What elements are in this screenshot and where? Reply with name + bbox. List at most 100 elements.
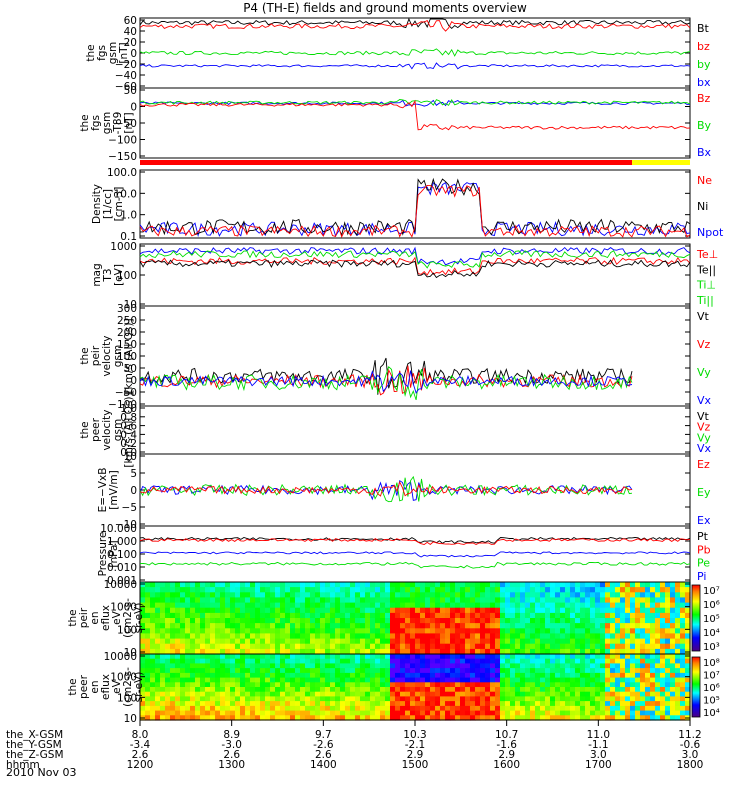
spectrogram-cell — [550, 691, 556, 697]
x-tick-label: 1500 — [402, 759, 429, 771]
spectrogram-cell — [170, 628, 176, 634]
spectrogram-cell — [565, 705, 571, 712]
spectrogram-cell — [630, 663, 636, 669]
spectrogram-cell — [410, 701, 416, 707]
spectrogram-cell — [340, 607, 346, 614]
spectrogram-cell — [675, 643, 681, 650]
spectrogram-cell — [640, 597, 646, 604]
spectrogram-cell — [545, 582, 551, 588]
spectrogram-cell — [615, 696, 621, 702]
spectrogram-cell — [555, 668, 561, 674]
spectrogram-cell — [250, 597, 256, 604]
spectrogram-cell — [330, 623, 336, 629]
spectrogram-cell — [170, 633, 176, 640]
spectrogram-cell — [440, 687, 446, 693]
spectrogram-cell — [215, 612, 221, 619]
spectrogram-cell — [450, 587, 456, 593]
spectrogram-cell — [225, 638, 231, 645]
spectrogram-cell — [205, 618, 211, 624]
spectrogram-cell — [310, 715, 316, 721]
spectrogram-cell — [610, 623, 616, 629]
spectrogram-cell — [380, 654, 386, 660]
spectrogram-cell — [620, 663, 626, 669]
spectrogram-cell — [460, 582, 466, 588]
spectrogram-cell — [220, 696, 226, 702]
x-tick-label: 8.9 — [223, 729, 240, 741]
spectrogram-cell — [655, 592, 661, 598]
spectrogram-cell — [480, 643, 486, 650]
spectrogram-cell — [685, 701, 691, 707]
spectrogram-cell — [575, 618, 581, 624]
spectrogram-cell — [385, 691, 391, 697]
spectrogram-cell — [290, 654, 296, 660]
y-axis-label: velocity — [101, 409, 113, 450]
spectrogram-cell — [270, 592, 276, 598]
spectrogram-cell — [260, 682, 266, 688]
x-tick-label: 10.3 — [403, 729, 426, 741]
spectrogram-cell — [350, 633, 356, 640]
spectrogram-cell — [360, 643, 366, 650]
spectrogram-cell — [455, 638, 461, 645]
spectrogram-cell — [360, 696, 366, 702]
spectrogram-cell — [550, 633, 556, 640]
spectrogram-cell — [405, 687, 411, 693]
spectrogram-cell — [155, 701, 161, 707]
spectrogram-cell — [520, 648, 526, 655]
spectrogram-cell — [520, 618, 526, 624]
spectrogram-cell — [415, 597, 421, 604]
spectrogram-cell — [290, 643, 296, 650]
spectrogram-cell — [530, 701, 536, 707]
spectrogram-cell — [355, 592, 361, 598]
spectrogram-cell — [335, 701, 341, 707]
spectrogram-cell — [350, 663, 356, 669]
spectrogram-cell — [685, 587, 691, 593]
spectrogram-cell — [220, 612, 226, 619]
spectrogram-cell — [605, 663, 611, 669]
spectrogram-cell — [300, 582, 306, 588]
spectrogram-cell — [370, 587, 376, 593]
spectrogram-cell — [490, 633, 496, 640]
spectrogram-cell — [170, 710, 176, 716]
spectrogram-cell — [560, 705, 566, 712]
spectrogram-cell — [290, 710, 296, 716]
spectrogram-cell — [520, 682, 526, 688]
spectrogram-cell — [655, 677, 661, 683]
spectrogram-cell — [450, 582, 456, 588]
spectrogram-cell — [465, 618, 471, 624]
spectrogram-cell — [440, 623, 446, 629]
spectrogram-cell — [655, 628, 661, 634]
spectrogram-cell — [455, 633, 461, 640]
spectrogram-cell — [255, 701, 261, 707]
spectrogram-cell — [680, 643, 686, 650]
spectrogram-cell — [680, 658, 686, 664]
spectrogram-cell — [545, 612, 551, 619]
spectrogram-cell — [500, 658, 506, 664]
spectrogram-cell — [620, 618, 626, 624]
spectrogram-cell — [565, 643, 571, 650]
spectrogram-cell — [145, 602, 151, 609]
spectrogram-cell — [650, 654, 656, 660]
spectrogram-cell — [375, 628, 381, 634]
spectrogram-cell — [410, 654, 416, 660]
spectrogram-cell — [255, 638, 261, 645]
spectrogram-cell — [180, 628, 186, 634]
spectrogram-cell — [180, 602, 186, 609]
spectrogram-cell — [635, 705, 641, 712]
spectrogram-cell — [390, 710, 396, 716]
spectrogram-cell — [370, 633, 376, 640]
spectrogram-cell — [560, 592, 566, 598]
spectrogram-cell — [515, 682, 521, 688]
spectrogram-cell — [595, 696, 601, 702]
spectrogram-cell — [375, 691, 381, 697]
spectrogram-cell — [325, 710, 331, 716]
spectrogram-cell — [150, 654, 156, 660]
spectrogram-cell — [445, 715, 451, 721]
spectrogram-cell — [425, 654, 431, 660]
spectrogram-cell — [570, 592, 576, 598]
spectrogram-cell — [650, 587, 656, 593]
spectrogram-cell — [475, 654, 481, 660]
spectrogram-cell — [230, 677, 236, 683]
spectrogram-cell — [200, 668, 206, 674]
